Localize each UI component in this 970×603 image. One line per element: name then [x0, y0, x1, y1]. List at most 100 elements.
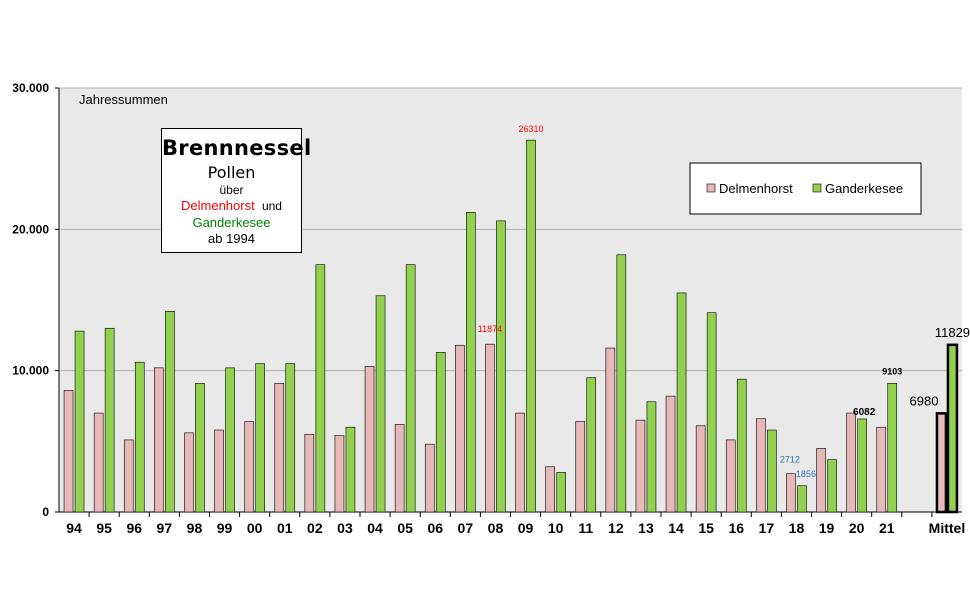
- x-tick-label: 12: [608, 520, 624, 536]
- bar-delmenhorst-01: [274, 383, 285, 513]
- title-und: und: [261, 199, 282, 214]
- bar-delmenhorst-07: [455, 344, 465, 513]
- bar-ganderkesee-13: [646, 401, 657, 513]
- x-tick-label: 13: [638, 520, 654, 536]
- bar-delmenhorst-03: [334, 435, 345, 513]
- bar-delmenhorst-14: [665, 395, 676, 513]
- title-main: Brennnessel: [162, 136, 312, 160]
- legend: Delmenhorst Ganderkesee: [689, 162, 922, 215]
- bar-ganderkesee-10: [556, 472, 566, 513]
- x-tick-label: 99: [217, 520, 233, 536]
- data-label-09-ganderkesee: 26310: [519, 124, 544, 134]
- bar-ganderkesee-02: [315, 264, 326, 513]
- x-tick-label: 04: [367, 520, 383, 536]
- bar-delmenhorst-99: [214, 429, 224, 513]
- bar-delmenhorst-Mittel: [935, 412, 948, 514]
- data-label-20-ganderkesee: 6082: [853, 407, 876, 418]
- title-ab: ab 1994: [208, 230, 255, 246]
- x-tick-label: 19: [819, 520, 835, 536]
- bar-ganderkesee-04: [375, 295, 386, 513]
- legend-label-ganderkesee: Ganderkesee: [825, 181, 903, 196]
- title-box: Brennnessel Pollen über Delmenhorst und …: [161, 128, 312, 253]
- y-tick-label: 0: [42, 505, 49, 519]
- bar-delmenhorst-15: [695, 425, 706, 513]
- x-tick-label: 11: [578, 520, 593, 536]
- x-tick-label: 02: [307, 520, 323, 536]
- bars: [63, 139, 959, 514]
- bar-delmenhorst-11: [575, 421, 586, 513]
- bar-ganderkesee-96: [134, 361, 145, 513]
- x-tick-label: 96: [126, 520, 142, 536]
- x-tick-label: 94: [66, 520, 82, 536]
- x-tick-label: 08: [488, 520, 504, 536]
- y-tick-label: 30.000: [12, 81, 49, 95]
- bar-ganderkesee-00: [255, 363, 265, 513]
- bar-ganderkesee-14: [676, 292, 687, 513]
- data-label-Mittel-ganderkesee: 11829: [935, 325, 970, 340]
- bar-ganderkesee-06: [435, 351, 446, 513]
- x-tick-label: 97: [157, 520, 173, 536]
- x-tick-label: 16: [728, 520, 744, 536]
- bar-ganderkesee-94: [74, 330, 85, 513]
- bar-delmenhorst-08: [485, 343, 495, 513]
- bar-ganderkesee-21: [887, 383, 898, 513]
- legend-label-delmenhorst: Delmenhorst: [719, 181, 793, 196]
- title-line-stations: Delmenhorst und: [162, 198, 301, 214]
- x-tick-label: 00: [247, 520, 263, 536]
- bar-ganderkesee-15: [706, 312, 717, 513]
- x-tick-label: 17: [759, 520, 775, 536]
- x-tick-label: 09: [518, 520, 534, 536]
- x-tick-label: 10: [548, 520, 564, 536]
- bar-delmenhorst-95: [93, 412, 104, 513]
- bar-delmenhorst-18: [786, 473, 796, 513]
- x-tick-label: 01: [277, 520, 293, 536]
- x-tick-label: 21: [879, 520, 895, 536]
- bar-ganderkesee-19: [827, 459, 837, 513]
- bar-delmenhorst-12: [605, 347, 616, 513]
- bar-ganderkesee-98: [195, 383, 205, 513]
- bar-ganderkesee-97: [165, 311, 175, 513]
- x-tick-label: 15: [698, 520, 714, 536]
- bar-ganderkesee-17: [767, 429, 777, 513]
- legend-swatch-delmenhorst: [706, 183, 716, 193]
- axes: 0 10.000 20.000 30.000 94 95 96 97 98 99 00 01 02 03 0…: [12, 81, 965, 536]
- title-ganderkesee: Ganderkesee: [192, 214, 271, 230]
- bar-ganderkesee-11: [586, 377, 597, 513]
- title-line-ueber: über: [219, 183, 244, 198]
- data-label-Mittel-delmenhorst: 6980: [910, 393, 939, 408]
- x-tick-label: 20: [849, 520, 865, 536]
- bar-delmenhorst-06: [424, 443, 435, 513]
- bar-ganderkesee-99: [225, 367, 235, 513]
- bar-ganderkesee-18: [797, 485, 807, 513]
- bar-ganderkesee-12: [616, 254, 627, 513]
- data-labels: 11874 26310 2712 1856 6082 9103 6980 11829: [478, 124, 970, 479]
- x-tick-label: 98: [187, 520, 203, 536]
- bar-delmenhorst-16: [725, 439, 736, 513]
- x-tick-label: 95: [96, 520, 112, 536]
- bar-delmenhorst-19: [816, 448, 826, 513]
- bar-delmenhorst-98: [184, 432, 194, 513]
- bar-ganderkesee-95: [104, 327, 115, 513]
- bar-delmenhorst-97: [154, 367, 164, 513]
- bar-delmenhorst-05: [394, 424, 405, 513]
- data-label-08-delmenhorst: 11874: [478, 324, 502, 334]
- data-label-18-delmenhorst: 2712: [780, 455, 800, 465]
- title-sub: Pollen: [207, 163, 256, 183]
- chart-title: Jahressummen: [79, 92, 168, 107]
- bar-ganderkesee-09: [526, 139, 536, 513]
- bar-delmenhorst-00: [244, 421, 254, 513]
- bar-delmenhorst-94: [63, 390, 74, 513]
- bar-ganderkesee-20: [857, 418, 867, 513]
- bar-delmenhorst-10: [545, 466, 555, 513]
- bar-ganderkesee-05: [405, 264, 416, 513]
- legend-swatch-ganderkesee: [812, 183, 822, 193]
- x-tick-label: 14: [668, 520, 684, 536]
- x-tick-label: 05: [397, 520, 413, 536]
- bar-delmenhorst-96: [123, 439, 134, 513]
- bar-ganderkesee-01: [285, 363, 296, 513]
- bar-delmenhorst-02: [304, 433, 315, 513]
- data-label-18-ganderkesee: 1856: [796, 469, 816, 479]
- bar-delmenhorst-21: [876, 426, 887, 513]
- data-label-21-ganderkesee: 9103: [882, 366, 902, 376]
- legend-box: [689, 162, 922, 215]
